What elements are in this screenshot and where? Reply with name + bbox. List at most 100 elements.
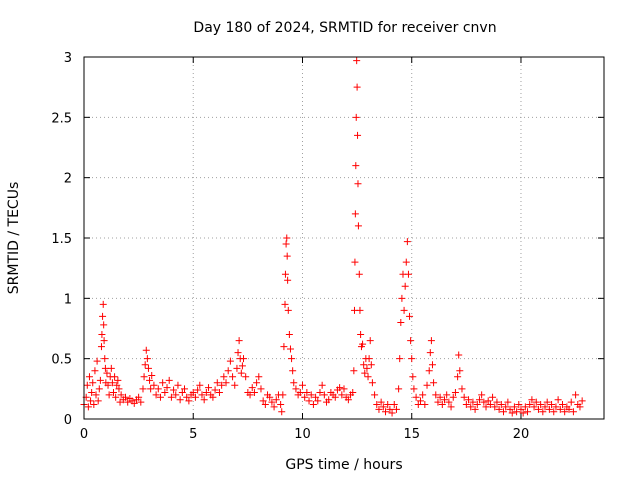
data-point [205,384,213,392]
data-point [101,364,109,372]
data-point [539,408,547,416]
data-point [144,364,152,372]
data-point [146,376,154,384]
x-tick-label: 5 [189,427,197,442]
data-point [355,270,363,278]
y-axis-label: SRMTID / TECUs [6,182,22,295]
data-point [100,321,108,329]
data-point [338,391,346,399]
data-point [340,385,348,393]
data-point [436,393,444,401]
data-point [554,396,562,404]
data-point [189,388,197,396]
data-point [198,391,206,399]
data-point [462,401,470,409]
data-point [465,396,473,404]
data-point [163,384,171,392]
y-tick-label: 1.5 [51,232,72,247]
data-point [279,391,287,399]
data-point [170,386,178,394]
data-point [83,381,91,389]
data-point [281,300,289,308]
data-point [515,401,523,409]
data-point [390,401,398,409]
data-point [239,355,247,363]
data-point [108,379,116,387]
data-point [363,364,371,372]
data-point [218,381,226,389]
data-point [471,405,479,413]
data-point [176,396,184,404]
x-axis-label: GPS time / hours [285,457,402,473]
data-point [409,373,417,381]
data-point [558,401,566,409]
data-point [508,409,516,417]
data-point [278,408,286,416]
data-point [354,131,362,139]
data-point [473,401,481,409]
data-point [215,388,223,396]
data-point [352,162,360,170]
axis-ticks: 0 5 10 15 20 0 0.5 1 1.5 2 2.5 3 [51,51,604,442]
data-point [561,408,569,416]
data-point [183,393,191,401]
data-point [493,398,501,406]
data-point [502,403,510,411]
data-point [316,388,324,396]
data-point [395,385,403,393]
data-point [135,393,143,401]
data-point [572,391,580,399]
data-point [314,397,322,405]
data-point [350,367,358,375]
data-point [552,403,560,411]
data-point [530,403,538,411]
data-point [185,397,193,405]
y-tick-label: 2 [64,172,72,187]
data-point [447,403,455,411]
data-point [292,385,300,393]
data-point [396,355,404,363]
data-point [366,337,374,345]
data-point [425,367,433,375]
data-point [373,401,381,409]
data-point [427,337,435,345]
data-point [165,376,173,384]
data-point [284,276,292,284]
data-point [268,398,276,406]
data-point [510,403,518,411]
data-point [246,391,254,399]
data-point [357,331,365,339]
data-point [140,373,148,381]
data-point [285,331,293,339]
data-point [141,361,149,369]
data-point [209,393,217,401]
data-points [80,57,586,417]
data-point [250,388,258,396]
data-point [569,408,577,416]
data-point [364,373,372,381]
data-point [282,240,290,248]
data-point [454,373,462,381]
data-point [94,397,102,405]
data-point [111,373,119,381]
data-point [407,337,415,345]
data-point [451,388,459,396]
data-point [486,401,494,409]
data-point [460,393,468,401]
data-point [122,393,130,401]
data-point [281,270,289,278]
y-tick-label: 3 [64,51,72,66]
data-point [137,398,145,406]
data-point [352,113,360,121]
data-point [455,351,463,359]
data-point [410,385,418,393]
data-point [233,364,241,372]
data-point [421,401,429,409]
data-point [284,306,292,314]
data-point [101,355,109,363]
data-point [87,397,95,405]
x-tick-label: 10 [294,427,311,442]
data-point [237,369,245,377]
data-point [109,388,117,396]
grid-lines [84,57,604,419]
